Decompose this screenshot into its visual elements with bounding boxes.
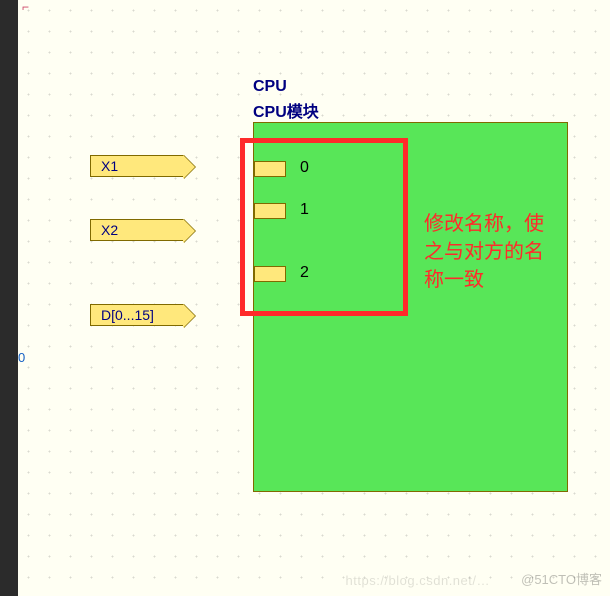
annotation-line-3: 称一致 bbox=[424, 266, 544, 294]
schematic-canvas: ⌐ 0 CPU CPU模块 0 1 2 X1 X2 D[0...15] 修改名称… bbox=[18, 0, 610, 596]
annotation-line-2: 之与对方的名 bbox=[424, 238, 544, 266]
cpu-title-1: CPU bbox=[253, 78, 287, 96]
corner-mark: ⌐ bbox=[22, 0, 29, 14]
port-tag-dbus[interactable]: D[0...15] bbox=[90, 304, 184, 326]
annotation-text: 修改名称，使 之与对方的名 称一致 bbox=[424, 210, 544, 294]
port-tag-x1[interactable]: X1 bbox=[90, 155, 184, 177]
watermark-faint: https://blog.csdn.net/… bbox=[346, 573, 490, 588]
annotation-line-1: 修改名称，使 bbox=[424, 210, 544, 238]
highlight-box bbox=[240, 138, 408, 316]
cpu-title-2: CPU模块 bbox=[253, 98, 319, 122]
port-tag-dbus-label: D[0...15] bbox=[101, 307, 154, 323]
port-tag-x1-label: X1 bbox=[101, 158, 118, 174]
ruler-number: 0 bbox=[18, 350, 25, 365]
left-dark-strip bbox=[0, 0, 18, 596]
watermark-right: @51CTO博客 bbox=[521, 569, 602, 588]
port-tag-x2[interactable]: X2 bbox=[90, 219, 184, 241]
port-tag-x2-label: X2 bbox=[101, 222, 118, 238]
